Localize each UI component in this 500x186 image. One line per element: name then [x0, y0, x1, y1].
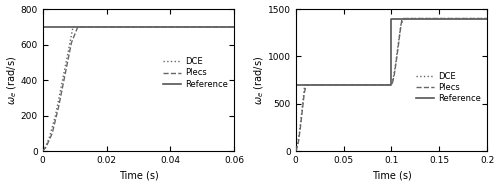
Plecs: [395, 46, 401, 48]
DCE: [302, 84, 308, 86]
Plecs: [303, 84, 309, 86]
Reference: [388, 84, 394, 86]
DCE: [398, 22, 404, 24]
DCE: [42, 148, 48, 150]
Line: Reference: Reference: [296, 19, 488, 85]
Plecs: [296, 140, 302, 143]
DCE: [65, 51, 71, 53]
Plecs: [40, 150, 46, 152]
Plecs: [232, 26, 237, 28]
Plecs: [392, 73, 398, 76]
Plecs: [298, 126, 304, 129]
Plecs: [62, 74, 68, 76]
X-axis label: Time (s): Time (s): [372, 170, 412, 180]
Plecs: [49, 132, 55, 134]
Reference: [292, 84, 298, 86]
DCE: [298, 114, 304, 116]
Plecs: [394, 60, 400, 62]
Line: DCE: DCE: [42, 27, 234, 151]
Reference: [388, 17, 394, 20]
DCE: [300, 97, 306, 99]
DCE: [392, 65, 398, 67]
Plecs: [399, 17, 405, 20]
Plecs: [397, 31, 403, 33]
DCE: [484, 17, 490, 20]
Line: Plecs: Plecs: [42, 27, 234, 151]
DCE: [70, 26, 76, 28]
DCE: [292, 150, 298, 152]
DCE: [46, 137, 52, 140]
DCE: [294, 143, 300, 145]
DCE: [232, 26, 237, 28]
DCE: [389, 83, 395, 85]
Plecs: [68, 42, 74, 44]
Reference: [484, 17, 490, 20]
X-axis label: Time (s): Time (s): [118, 170, 158, 180]
Plecs: [404, 17, 410, 20]
DCE: [52, 114, 59, 117]
Plecs: [294, 148, 300, 150]
Plecs: [300, 109, 306, 111]
DCE: [388, 84, 394, 86]
Line: Plecs: Plecs: [296, 19, 488, 151]
DCE: [296, 131, 302, 133]
DCE: [403, 17, 409, 20]
Plecs: [43, 146, 49, 149]
Legend: DCE, Plecs, Reference: DCE, Plecs, Reference: [414, 69, 483, 105]
DCE: [394, 51, 400, 53]
DCE: [40, 150, 46, 152]
Reference: [292, 84, 298, 86]
Plecs: [301, 92, 307, 94]
DCE: [396, 36, 402, 39]
DCE: [59, 82, 65, 85]
Plecs: [292, 150, 298, 152]
Y-axis label: $\omega_e$ (rad/s): $\omega_e$ (rad/s): [253, 56, 266, 105]
Line: DCE: DCE: [296, 19, 488, 151]
Plecs: [75, 26, 81, 28]
Plecs: [484, 17, 490, 20]
Y-axis label: $\omega_e$ (rad/s): $\omega_e$ (rad/s): [6, 56, 19, 105]
Plecs: [56, 105, 62, 108]
Legend: DCE, Plecs, Reference: DCE, Plecs, Reference: [160, 55, 230, 91]
Plecs: [390, 82, 396, 84]
DCE: [390, 76, 396, 78]
Plecs: [388, 84, 394, 86]
DCE: [293, 149, 299, 151]
